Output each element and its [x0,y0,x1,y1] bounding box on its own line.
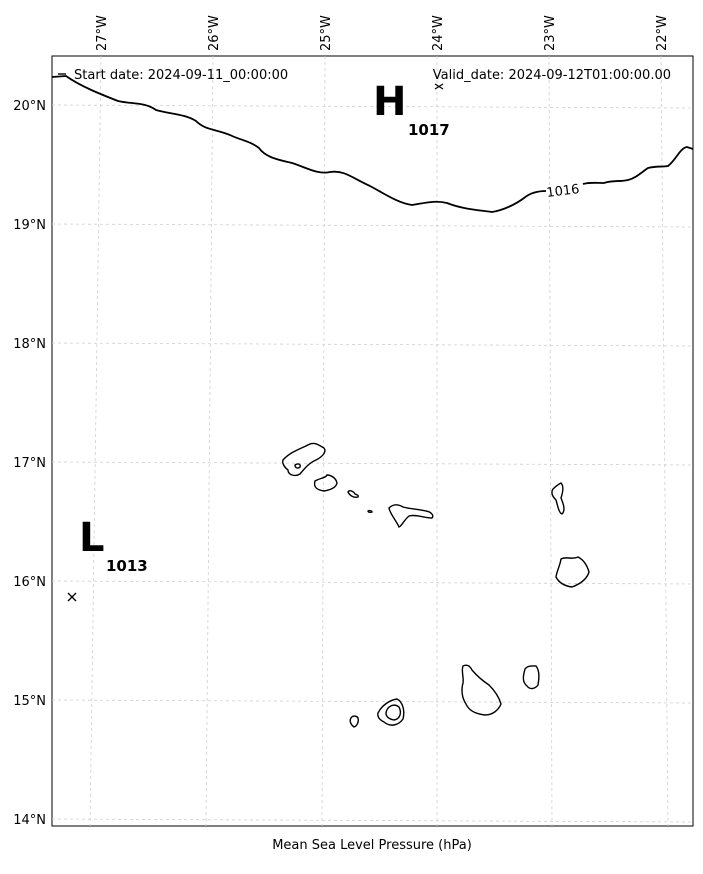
lon-tick-25w: 25°W [319,15,334,51]
lat-tick-20n: 20°N [13,99,46,114]
map-frame [51,55,694,827]
island-santo-antao-inner [294,463,301,469]
longitude-ticks: 27°W 26°W 25°W 24°W 23°W 22°W [95,15,670,51]
island-brava [349,715,359,728]
high-marker-icon [434,83,444,90]
high-letter: H [373,79,406,125]
lat-tick-19n: 19°N [13,218,46,233]
island-maio [522,665,540,690]
lat-tick-18n: 18°N [13,337,46,352]
island-sal [551,482,565,515]
lon-tick-24w: 24°W [431,15,446,51]
header-bar: Start date: 2024-09-11_00:00:00 Valid_da… [58,68,671,83]
isobar-1016 [51,75,547,213]
lat-tick-17n: 17°N [13,456,46,471]
isobar-label-1016: 1016 [546,182,581,201]
island-santo-antao [282,442,326,477]
island-santiago [461,664,502,716]
island-boa-vista [555,556,590,588]
low-marker-icon [67,592,77,602]
island-fogo [377,698,405,726]
island-sao-nicolau [388,504,434,528]
lon-tick-22w: 22°W [655,15,670,51]
valid-date-label: Valid_date: 2024-09-12T01:00:00.00 [433,68,671,83]
island-fogo-caldera [385,704,402,721]
island-branco [367,509,373,514]
isobar-1016-east [582,146,694,185]
gridlines [51,55,694,827]
lat-tick-15n: 15°N [13,694,46,709]
high-value: 1017 [408,121,450,139]
start-date-label: Start date: 2024-09-11_00:00:00 [74,68,288,83]
latitude-ticks: 20°N 19°N 18°N 17°N 16°N 15°N 14°N [13,99,46,828]
lat-tick-16n: 16°N [13,575,46,590]
island-santa-luzia [347,490,359,498]
map-caption: Mean Sea Level Pressure (hPa) [272,838,472,853]
low-pressure-center: L 1013 [67,515,148,602]
island-sao-vicente [313,474,338,492]
low-value: 1013 [106,557,148,575]
lat-tick-14n: 14°N [13,813,46,828]
lon-tick-27w: 27°W [95,15,110,51]
low-letter: L [79,515,105,561]
lon-tick-23w: 23°W [543,15,558,51]
lon-tick-26w: 26°W [207,15,222,51]
coastlines [282,442,590,728]
high-pressure-center: H 1017 [373,79,450,139]
